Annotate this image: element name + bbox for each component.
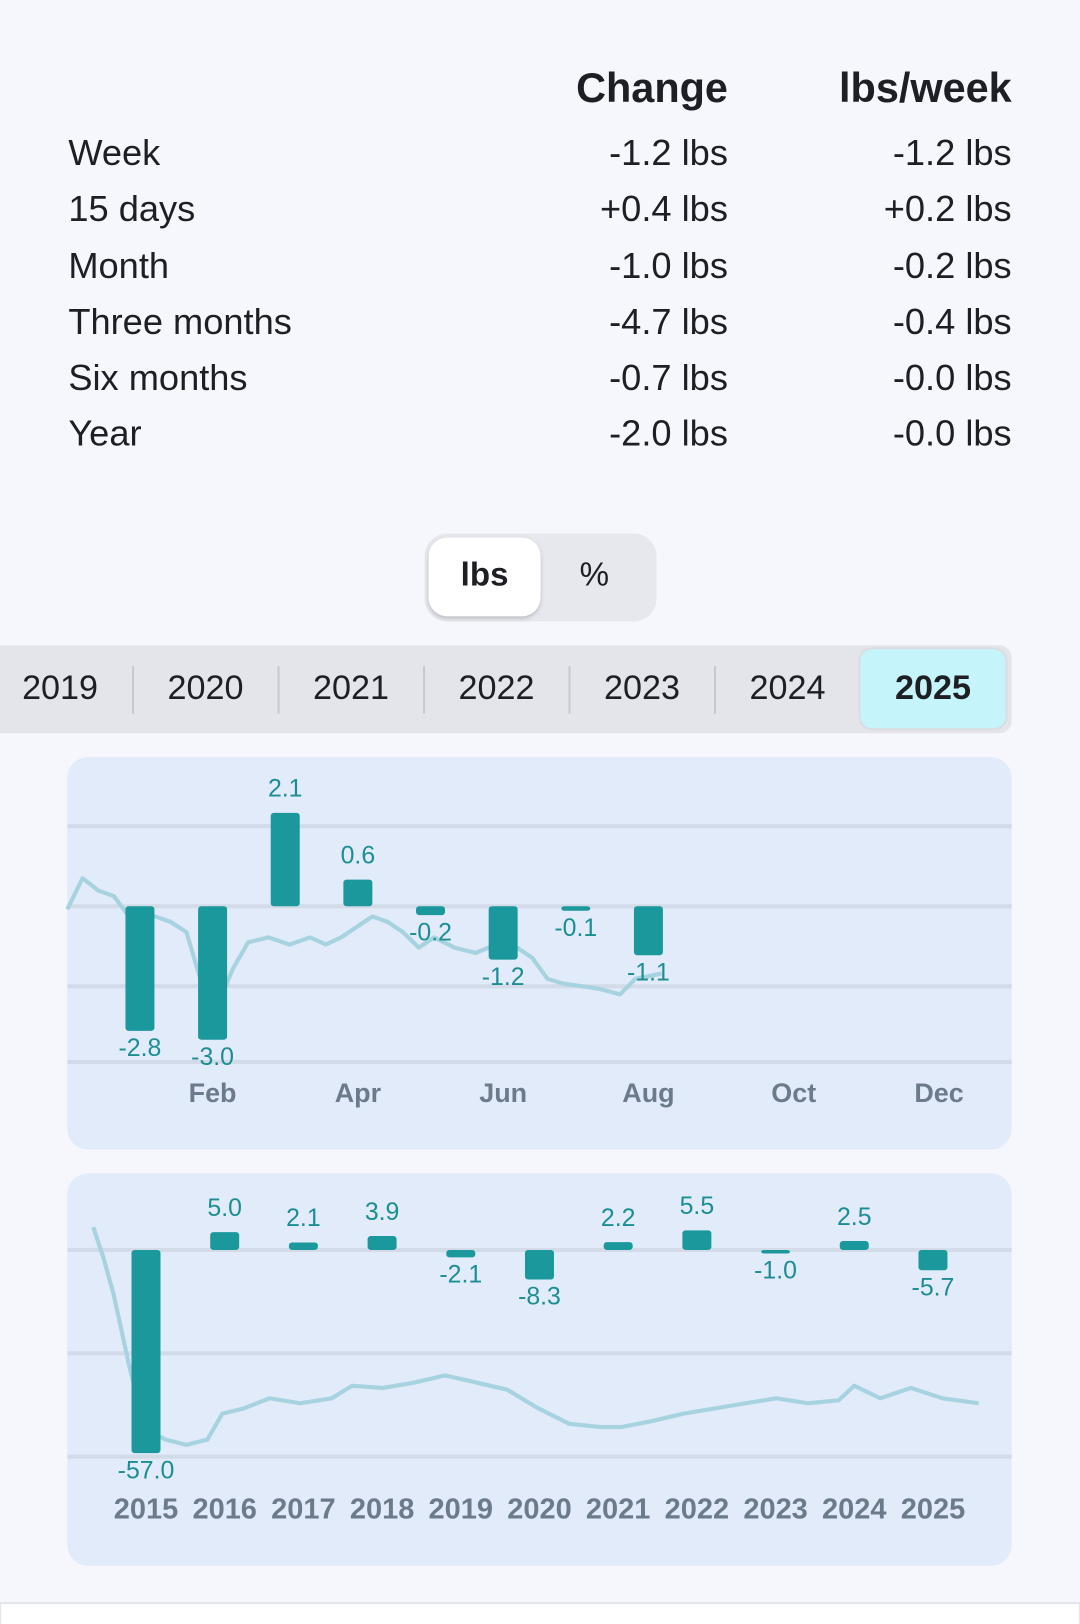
x-tick-label: 2018 [350, 1494, 414, 1526]
row-label: Week [68, 132, 161, 173]
bar [603, 1242, 633, 1250]
value-label: 2.5 [837, 1204, 872, 1231]
trend-line [91, 1226, 979, 1447]
bar [446, 1249, 476, 1258]
table-value: -2.0 lbs [609, 413, 728, 454]
year-tab[interactable]: 2025 [895, 669, 971, 707]
bar [488, 906, 518, 960]
x-tick-label: 2023 [743, 1494, 807, 1526]
value-label: -5.7 [912, 1274, 955, 1301]
year-tab[interactable]: 2019 [22, 669, 98, 707]
table-value: -0.0 lbs [893, 357, 1012, 398]
x-tick-label: Apr [335, 1078, 382, 1108]
bar [343, 879, 373, 907]
toggle-option[interactable]: % [580, 557, 609, 594]
bar [761, 1249, 791, 1254]
column-header: Change [576, 65, 728, 111]
bar [270, 812, 300, 907]
x-tick-label: 2016 [192, 1494, 256, 1526]
bar [561, 906, 591, 911]
table-value: +0.2 lbs [884, 188, 1012, 229]
x-tick-label: Feb [189, 1078, 237, 1108]
year-tab[interactable]: 2022 [459, 669, 535, 707]
toggle-option[interactable]: lbs [461, 557, 509, 594]
bar [210, 1232, 240, 1250]
year-tab-selected [858, 647, 1008, 731]
bar [131, 1249, 161, 1454]
trend-line [65, 876, 663, 997]
value-label: 0.6 [341, 842, 376, 869]
row-label: Year [68, 413, 141, 454]
x-tick-label: Jun [479, 1078, 527, 1108]
value-label: -0.2 [409, 919, 452, 946]
row-label: Three months [68, 301, 292, 342]
table-value: -4.7 lbs [609, 301, 728, 342]
x-tick-label: Aug [622, 1078, 674, 1108]
year-tab[interactable]: 2023 [604, 669, 680, 707]
x-tick-label: 2020 [507, 1494, 571, 1526]
table-value: -1.0 lbs [609, 245, 728, 286]
bar [839, 1241, 869, 1250]
column-header: lbs/week [839, 65, 1013, 111]
chart-panel [67, 1173, 1012, 1566]
table-value: -0.2 lbs [893, 245, 1012, 286]
x-tick-label: 2017 [271, 1494, 335, 1526]
table-value: -1.2 lbs [609, 132, 728, 173]
value-label: 5.5 [680, 1193, 715, 1220]
x-tick-label: 2022 [665, 1494, 729, 1526]
row-label: Month [68, 245, 169, 286]
value-label: -1.0 [754, 1258, 797, 1285]
year-tab[interactable]: 2021 [313, 669, 389, 707]
bar [633, 906, 663, 956]
value-label: -1.1 [627, 959, 670, 986]
bottom-bar [0, 1602, 1080, 1624]
table-value: -0.4 lbs [893, 301, 1012, 342]
row-label: 15 days [68, 188, 195, 229]
bar [125, 906, 155, 1031]
table-value: +0.4 lbs [600, 188, 728, 229]
value-label: -1.2 [482, 964, 525, 991]
value-label: 5.0 [207, 1195, 242, 1222]
bar [198, 906, 228, 1040]
value-label: -2.1 [439, 1262, 482, 1289]
x-tick-label: Dec [914, 1078, 963, 1108]
year-tab[interactable]: 2024 [749, 669, 825, 707]
x-tick-label: 2015 [114, 1494, 178, 1526]
bar [682, 1230, 712, 1250]
value-label: -0.1 [554, 915, 597, 942]
bar [918, 1249, 948, 1271]
toggle-selected [428, 537, 541, 617]
x-tick-label: 2019 [429, 1494, 493, 1526]
value-label: 2.1 [268, 776, 303, 803]
value-label: -57.0 [118, 1457, 175, 1484]
x-tick-label: 2021 [586, 1494, 650, 1526]
bar [288, 1242, 318, 1250]
value-label: -3.0 [191, 1044, 234, 1071]
bar [367, 1236, 397, 1250]
value-label: 2.1 [286, 1205, 321, 1232]
x-tick-label: 2024 [822, 1494, 886, 1526]
row-label: Six months [68, 357, 247, 398]
year-tab[interactable]: 2020 [168, 669, 244, 707]
value-label: -2.8 [119, 1035, 162, 1062]
chart-panel [67, 757, 1012, 1150]
value-label: 3.9 [365, 1199, 400, 1226]
x-tick-label: Oct [771, 1078, 816, 1108]
x-tick-label: 2025 [901, 1494, 965, 1526]
table-value: -0.7 lbs [609, 357, 728, 398]
year-tab-strip [0, 645, 1012, 734]
value-label: 2.2 [601, 1205, 636, 1232]
value-label: -8.3 [518, 1284, 561, 1311]
bar [416, 906, 446, 916]
bar [524, 1249, 554, 1280]
table-value: -0.0 lbs [893, 413, 1012, 454]
table-value: -1.2 lbs [893, 132, 1012, 173]
